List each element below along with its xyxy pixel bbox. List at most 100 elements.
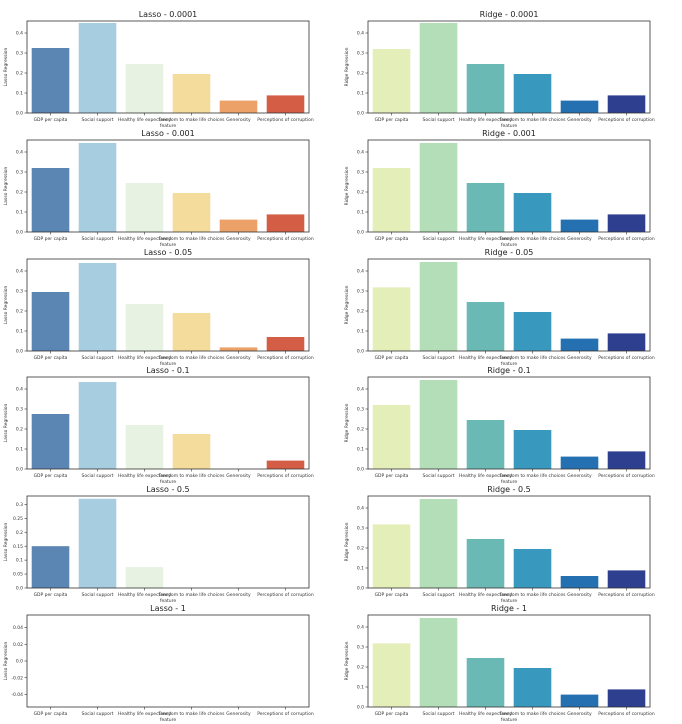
y-tick-label: 0.05 (13, 572, 23, 578)
bar-1 (31, 414, 70, 469)
subplot-title: Ridge - 1 (491, 604, 527, 613)
x-tick-label: Generosity (567, 236, 592, 242)
subplot-title: Lasso - 0.5 (146, 485, 189, 494)
y-tick-label: 0.2 (16, 309, 23, 315)
bar-6 (607, 214, 646, 232)
x-tick-label: Healthy life expectancy (459, 355, 512, 361)
y-tick-label: 0.0 (357, 111, 364, 117)
x-tick-label: Perceptions of corruption (257, 592, 314, 598)
x-tick-label: Freedom to make life choices (500, 117, 567, 123)
bar-5 (560, 219, 599, 232)
plot-frame (26, 139, 310, 233)
subplot-title: Ridge - 0.001 (482, 129, 536, 138)
y-axis-label: Lasso Regression (3, 641, 9, 680)
bar-6 (607, 333, 646, 351)
y-axis-label: Ridge Regression (344, 522, 350, 561)
bar-2 (419, 23, 458, 113)
subplot-title: Ridge - 0.05 (485, 248, 534, 257)
y-tick-label: 0.1 (357, 447, 364, 453)
x-axis-label: feature (160, 123, 176, 129)
x-tick-label: Perceptions of corruption (598, 592, 655, 598)
subplot-title: Lasso - 1 (150, 604, 186, 613)
bar-3 (466, 658, 505, 707)
subplot-title: Ridge - 0.0001 (480, 10, 539, 19)
bar-4 (513, 312, 552, 351)
bar-2 (419, 143, 458, 232)
y-tick-label: 0.0 (16, 349, 23, 355)
y-tick-label: 0.4 (357, 31, 364, 37)
x-tick-label: Healthy life expectancy (118, 473, 171, 479)
x-axis-label: feature (501, 598, 517, 604)
bar-6 (266, 95, 305, 113)
subplot-title: Lasso - 0.001 (141, 129, 194, 138)
y-tick-label: 0.2 (357, 190, 364, 196)
x-axis-label: feature (501, 242, 517, 248)
x-tick-label: Healthy life expectancy (118, 236, 171, 242)
x-tick-label: Healthy life expectancy (118, 592, 171, 598)
bar-3 (125, 567, 164, 588)
y-axis-label: Lasso Regression (3, 285, 9, 324)
x-tick-label: Generosity (226, 592, 251, 598)
y-tick-label: 0.1 (16, 558, 23, 564)
y-axis-label: Lasso Regression (3, 166, 9, 205)
x-tick-label: Generosity (567, 355, 592, 361)
x-tick-label: GDP per capita (34, 473, 68, 479)
x-tick-label: Perceptions of corruption (257, 117, 314, 123)
y-tick-label: 0.3 (357, 526, 364, 532)
bar-3 (466, 302, 505, 351)
y-tick-label: 0.0 (357, 467, 364, 473)
x-tick-label: Social support (81, 355, 113, 361)
y-tick-label: 0.0 (357, 586, 364, 592)
bar-4 (513, 668, 552, 707)
x-tick-label: Generosity (226, 355, 251, 361)
x-tick-label: Social support (81, 473, 113, 479)
y-tick-label: 0.3 (16, 170, 23, 176)
x-tick-label: Freedom to make life choices (500, 592, 567, 598)
subplot-title: Lasso - 0.1 (146, 366, 189, 375)
x-axis-label: feature (160, 479, 176, 485)
bar-3 (466, 420, 505, 469)
y-axis-label: Ridge Regression (344, 285, 350, 324)
bar-1 (31, 48, 70, 113)
subplot-4: Ridge - 0.001 0.0 0.1 0.2 0.3 0.4 Ridge Regres… (344, 129, 655, 248)
x-tick-label: Healthy life expectancy (459, 117, 512, 123)
x-tick-label: Perceptions of corruption (598, 473, 655, 479)
x-tick-label: Perceptions of corruption (598, 355, 655, 361)
x-tick-label: GDP per capita (375, 592, 409, 598)
y-tick-label: 0.4 (16, 269, 23, 275)
bar-3 (125, 304, 164, 351)
x-tick-label: GDP per capita (375, 711, 409, 717)
y-tick-label: 0.0 (357, 705, 364, 711)
y-tick-label: 0.25 (13, 516, 23, 522)
y-tick-label: 0.0 (16, 467, 23, 473)
plot-frame (26, 20, 310, 114)
bar-6 (266, 460, 305, 469)
y-axis-label: Ridge Regression (344, 166, 350, 205)
y-tick-label: 0.3 (357, 645, 364, 651)
x-tick-label: Social support (422, 355, 454, 361)
x-tick-label: Healthy life expectancy (459, 473, 512, 479)
x-tick-label: Social support (422, 473, 454, 479)
y-tick-label: 0.4 (357, 625, 364, 631)
x-tick-label: Social support (422, 117, 454, 123)
y-tick-label: 0.1 (357, 685, 364, 691)
y-tick-label: 0.2 (357, 546, 364, 552)
y-tick-label: 0.4 (16, 31, 23, 37)
bar-3 (125, 425, 164, 469)
bar-2 (419, 618, 458, 707)
x-tick-label: Social support (81, 236, 113, 242)
x-tick-label: Generosity (567, 592, 592, 598)
x-tick-label: Perceptions of corruption (257, 236, 314, 242)
x-tick-label: Generosity (226, 117, 251, 123)
x-axis-label: feature (501, 717, 517, 723)
y-tick-label: 0.0 (16, 230, 23, 236)
x-tick-label: GDP per capita (34, 236, 68, 242)
subplot-7: Lasso - 0.1 0.0 0.1 0.2 0.3 0.4 Lasso Regressi… (3, 366, 314, 485)
bar-6 (607, 570, 646, 588)
x-axis-label: feature (160, 717, 176, 723)
x-tick-label: Generosity (567, 117, 592, 123)
bar-5 (560, 456, 599, 469)
bar-1 (372, 287, 411, 351)
y-axis-label: Ridge Regression (344, 47, 350, 86)
